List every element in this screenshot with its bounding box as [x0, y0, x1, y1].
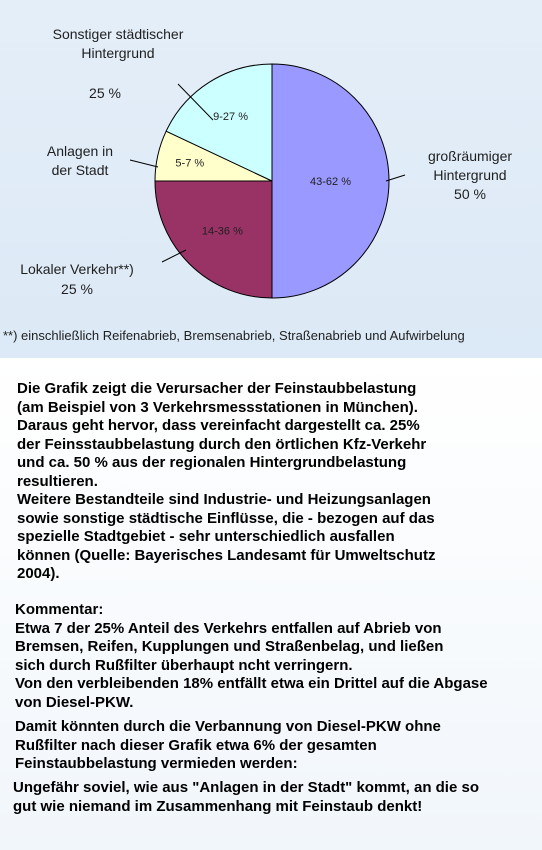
- slice-local-traffic-value-label: 14-36 %: [202, 226, 243, 238]
- slice-city-plants-value-label: 5-7 %: [175, 158, 204, 170]
- chart-panel: 43-62 % 14-36 % 5-7 % 9-27 % Sonstiger städ…: [0, 0, 542, 358]
- slice-urban-background: [165, 63, 273, 182]
- regional-background-pct: 50 %: [454, 186, 486, 202]
- urban-background-pct: 25 %: [89, 85, 121, 101]
- urban-background-leader-line: [177, 83, 214, 121]
- slice-local-traffic: [154, 180, 273, 299]
- urban-background-line1: Sonstiger städtischer: [52, 26, 184, 42]
- slice-urban-background-value-label: 9-27 %: [213, 111, 248, 123]
- city-plants-leader-line: [129, 159, 159, 168]
- local-traffic-leader-line: [161, 249, 187, 263]
- comment-paragraph: Kommentar: Etwa 7 der 25% Anteil des Ver…: [15, 601, 488, 711]
- text-panel: Die Grafik zeigt die Verursacher der Fei…: [0, 358, 542, 850]
- local-traffic-pct: 25 %: [61, 281, 93, 297]
- slice-regional-background-value-label: 43-62 %: [310, 176, 351, 188]
- explanation-paragraph: Die Grafik zeigt die Verursacher der Fei…: [17, 380, 436, 582]
- regional-background-leader-line: [385, 174, 406, 182]
- city-plants-line1: Anlagen in: [46, 143, 114, 159]
- urban-background-label: Sonstiger städtischer Hintergrund: [28, 25, 208, 63]
- regional-background-line2: Hintergrund: [433, 167, 507, 183]
- urban-background-line2: Hintergrund: [81, 45, 155, 61]
- city-plants-line2: der Stadt: [51, 162, 109, 178]
- closing-paragraph: Ungefähr soviel, wie aus "Anlagen in der…: [13, 779, 479, 815]
- city-plants-label: Anlagen in der Stadt: [30, 142, 130, 180]
- local-traffic-label: Lokaler Verkehr**): [20, 261, 134, 277]
- regional-background-line1: großräumiger: [427, 148, 513, 164]
- conclusion-paragraph: Damit könnten durch die Verbannung von D…: [15, 718, 441, 772]
- regional-background-label: großräumiger Hintergrund 50 %: [405, 147, 535, 204]
- chart-footnote: **) einschließlich Reifenabrieb, Bremsen…: [3, 328, 465, 343]
- pie-chart: 43-62 % 14-36 % 5-7 % 9-27 %: [129, 63, 406, 299]
- slice-regional-background: [271, 63, 390, 299]
